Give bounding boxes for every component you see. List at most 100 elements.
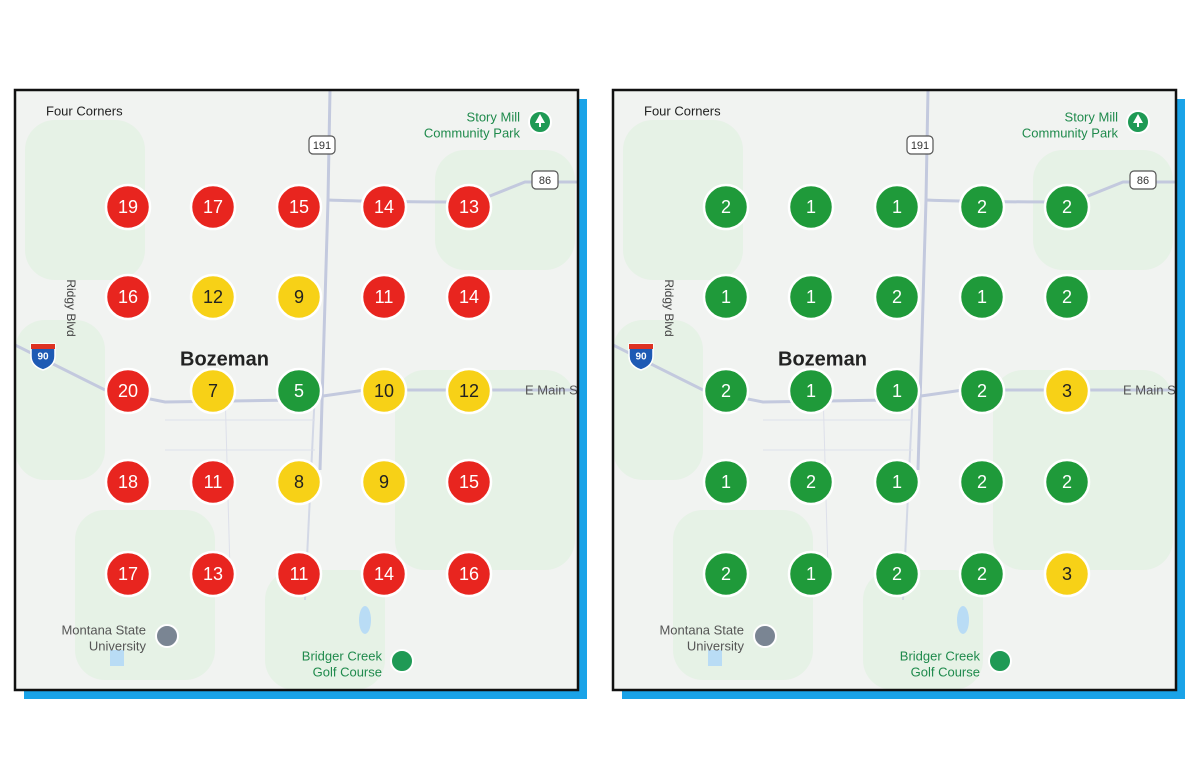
rank-marker [787, 550, 835, 598]
park-area [75, 510, 215, 680]
rank-marker [873, 458, 921, 506]
park-label: Story Mill [1065, 109, 1119, 124]
city-label: Bozeman [180, 348, 269, 370]
rank-value: 19 [118, 197, 138, 217]
rank-marker [958, 367, 1006, 415]
rank-value: 11 [204, 472, 223, 492]
rank-marker [104, 367, 152, 415]
rank-value: 5 [294, 381, 304, 401]
park-icon-tree [535, 114, 545, 127]
university-label: University [89, 638, 147, 653]
rank-value: 2 [721, 197, 731, 217]
rank-marker [787, 183, 835, 231]
rank-marker [360, 273, 408, 321]
place-label: Four Corners [46, 103, 123, 118]
highway-191-shield [906, 135, 934, 155]
road-label: Ridgy Blvd [662, 279, 676, 336]
rank-value: 12 [203, 287, 223, 307]
golf-icon [988, 649, 1012, 673]
rank-marker [445, 183, 493, 231]
rank-value: 14 [459, 287, 479, 307]
rank-value: 2 [721, 564, 731, 584]
rank-value: 11 [375, 287, 394, 307]
rank-value: 16 [118, 287, 138, 307]
rank-value: 12 [459, 381, 479, 401]
interstate-band [629, 344, 653, 349]
rank-value: 2 [977, 381, 987, 401]
rank-value: 1 [721, 287, 731, 307]
rank-value: 17 [118, 564, 138, 584]
water [708, 650, 722, 666]
highway-86-label: 86 [1137, 175, 1149, 187]
water [110, 650, 124, 666]
interstate-band [31, 344, 55, 349]
rank-value: 1 [892, 381, 902, 401]
rank-marker [958, 458, 1006, 506]
rank-value: 1 [806, 381, 816, 401]
city-label: Bozeman [778, 348, 867, 370]
interstate-label: 90 [37, 352, 49, 363]
place-label: Four Corners [644, 103, 721, 118]
rank-marker [445, 367, 493, 415]
rank-marker [104, 550, 152, 598]
rank-value: 1 [806, 197, 816, 217]
rank-marker [189, 550, 237, 598]
rank-value: 14 [374, 564, 394, 584]
rank-value: 2 [1062, 197, 1072, 217]
rank-value: 10 [374, 381, 394, 401]
road [763, 419, 913, 451]
rank-value: 2 [721, 381, 731, 401]
rank-value: 9 [294, 287, 304, 307]
water [359, 606, 371, 634]
rank-marker [1043, 183, 1091, 231]
rank-value: 14 [374, 197, 394, 217]
highway-191-shield [308, 135, 336, 155]
panel-border [611, 88, 1178, 692]
park-area [623, 120, 743, 280]
rank-marker [275, 458, 323, 506]
rank-marker [702, 183, 750, 231]
golf-label: Golf Course [911, 664, 980, 679]
golf-icon [390, 649, 414, 673]
rank-marker [275, 367, 323, 415]
rank-marker [873, 273, 921, 321]
university-label: University [687, 638, 745, 653]
golf-label: Golf Course [313, 664, 382, 679]
road-label: Ridgy Blvd [64, 279, 78, 336]
golf-label: Bridger Creek [302, 648, 383, 663]
rank-marker [1043, 458, 1091, 506]
rank-marker [360, 367, 408, 415]
rank-marker [104, 458, 152, 506]
rank-marker [702, 550, 750, 598]
rank-marker [702, 458, 750, 506]
university-label: Montana State [659, 622, 744, 637]
street-label: E Main S [1123, 382, 1176, 397]
rank-marker [958, 273, 1006, 321]
rank-marker [787, 458, 835, 506]
rank-marker [1043, 550, 1091, 598]
rank-value: 2 [1062, 287, 1072, 307]
rank-value: 1 [806, 287, 816, 307]
rank-marker [1043, 367, 1091, 415]
park-area [25, 120, 145, 280]
rank-value: 13 [203, 564, 223, 584]
park-icon-tree [1133, 114, 1143, 127]
rank-marker [360, 458, 408, 506]
rank-marker [873, 550, 921, 598]
park-label: Story Mill [467, 109, 521, 124]
rank-marker [445, 550, 493, 598]
park-label: Community Park [1022, 125, 1119, 140]
rank-value: 3 [1062, 381, 1072, 401]
highway-191-label: 191 [911, 140, 929, 152]
rank-value: 1 [977, 287, 987, 307]
rank-marker [360, 550, 408, 598]
rank-value: 1 [806, 564, 816, 584]
rank-marker [1043, 273, 1091, 321]
park-area [613, 320, 703, 480]
rank-value: 9 [379, 472, 389, 492]
rank-value: 1 [892, 197, 902, 217]
rank-marker [104, 273, 152, 321]
golf-label: Bridger Creek [900, 648, 981, 663]
